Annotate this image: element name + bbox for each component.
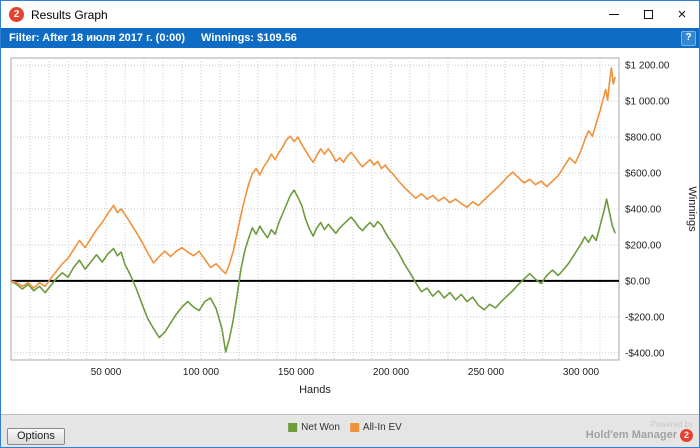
legend-all-in-ev-label: All-In EV xyxy=(362,422,402,433)
powered-by-label: Powered by xyxy=(650,419,693,429)
filter-bar: Filter: After 18 июля 2017 г. (0:00) Win… xyxy=(1,28,699,48)
minimize-button[interactable] xyxy=(597,1,631,28)
y-tick-label: $0.00 xyxy=(625,276,650,287)
x-tick-label: 150 000 xyxy=(278,367,315,378)
y-tick-label: $1 200.00 xyxy=(625,61,670,72)
y-tick-label: $600.00 xyxy=(625,169,662,180)
window-title: Results Graph xyxy=(31,7,108,22)
chart-legend: Net Won All-In EV xyxy=(288,422,412,433)
net-won-line xyxy=(10,189,616,353)
filter-summary: Filter: After 18 июля 2017 г. (0:00) xyxy=(9,32,186,44)
close-icon: × xyxy=(677,6,687,23)
all-in-ev-line xyxy=(10,67,616,289)
x-tick-label: 100 000 xyxy=(183,367,220,378)
options-button[interactable]: Options xyxy=(7,428,65,445)
x-tick-label: 200 000 xyxy=(373,367,410,378)
maximize-button[interactable] xyxy=(631,1,665,28)
legend-net-won-label: Net Won xyxy=(301,422,340,433)
powered-by: Powered by Hold'em Manager 2 xyxy=(585,419,693,443)
titlebar: 2 Results Graph × xyxy=(1,1,699,28)
brand-name: Hold'em Manager xyxy=(585,429,677,442)
chart-region: -$400.00 -$200.00 $0.00 $200.00 $400.00 $600.… xyxy=(1,48,699,414)
y-tick-label: $400.00 xyxy=(625,205,662,216)
winnings-summary: Winnings: $109.56 xyxy=(201,32,297,44)
x-tick-label: 300 000 xyxy=(563,367,600,378)
help-button[interactable]: ? xyxy=(681,30,696,46)
y-tick-label: -$400.00 xyxy=(625,348,665,359)
minimize-icon xyxy=(609,14,619,15)
net-won-swatch-icon xyxy=(288,423,298,432)
y-tick-label: $200.00 xyxy=(625,240,662,251)
all-in-ev-swatch-icon xyxy=(349,423,359,432)
y-tick-label: $800.00 xyxy=(625,133,662,144)
maximize-icon xyxy=(643,10,653,19)
close-button[interactable]: × xyxy=(665,1,699,28)
y-tick-label: $1 000.00 xyxy=(625,97,670,108)
x-axis-label: Hands xyxy=(299,384,331,396)
y-tick-label: -$200.00 xyxy=(625,312,665,323)
status-bar: Options Net Won All-In EV Powered by Hol… xyxy=(1,414,699,447)
x-tick-label: 50 000 xyxy=(91,367,122,378)
brand-label: Hold'em Manager 2 xyxy=(585,429,693,443)
hm2-footer-logo-icon: 2 xyxy=(680,429,693,443)
window-controls: × xyxy=(597,1,699,28)
x-tick-label: 250 000 xyxy=(468,367,505,378)
hm2-logo-icon: 2 xyxy=(9,7,24,22)
results-chart: -$400.00 -$200.00 $0.00 $200.00 $400.00 $600.… xyxy=(10,57,698,396)
y-axis-label: Winnings xyxy=(686,186,698,232)
